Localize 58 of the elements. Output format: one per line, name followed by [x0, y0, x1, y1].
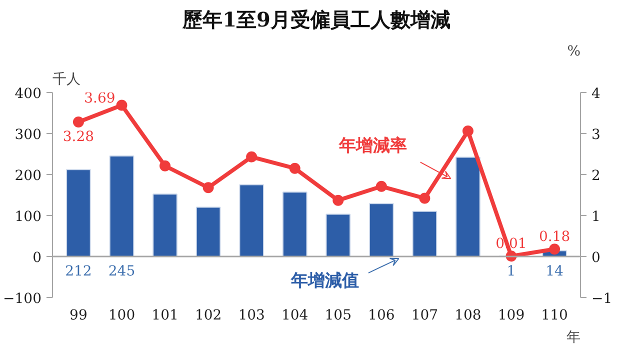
- point: [549, 244, 560, 255]
- y-tick-label: 200: [14, 168, 42, 184]
- y2-tick-label: 2: [592, 168, 600, 184]
- point: [246, 151, 258, 162]
- text: 年增減率: [338, 136, 407, 156]
- y-axis-title: 千人: [52, 72, 80, 88]
- bar: [152, 194, 178, 257]
- data-label: 1: [506, 264, 516, 280]
- point: [72, 116, 84, 128]
- y2-tick-label: 0: [592, 250, 600, 266]
- point: [116, 100, 128, 111]
- x-tick-label: 99: [70, 308, 88, 324]
- data-label: 3.28: [62, 129, 94, 146]
- x-tick-label: 103: [238, 308, 265, 324]
- y2-tick-label: −1: [592, 291, 612, 307]
- x-axis-title: 年: [566, 330, 580, 346]
- bar: [282, 192, 308, 257]
- data-label: 0.18: [538, 228, 570, 245]
- point: [419, 192, 430, 204]
- bar: [239, 184, 264, 257]
- chart-title: 歷年1至9月受僱員工人數增減: [182, 8, 450, 32]
- point: [289, 162, 300, 174]
- y2-tick-label: 1: [592, 209, 600, 225]
- data-label: 3.69: [84, 90, 116, 107]
- y-tick-label: 100: [14, 209, 42, 225]
- y-tick-label: 0: [32, 250, 42, 266]
- y-tick-label: 400: [14, 86, 42, 102]
- point: [160, 160, 171, 172]
- point: [332, 194, 344, 206]
- data-label: 14: [546, 264, 564, 280]
- point: [202, 182, 214, 194]
- x-tick-label: 108: [454, 308, 482, 324]
- series-label: 年增減值: [290, 270, 360, 291]
- x-tick-label: 106: [368, 308, 395, 324]
- bar: [326, 214, 351, 257]
- bar: [369, 203, 394, 257]
- y2-tick-label: 3: [592, 127, 600, 143]
- x-tick-label: 110: [541, 308, 568, 324]
- bar: [66, 169, 91, 257]
- y-tick-label: 300: [14, 127, 42, 143]
- y2-tick-label: 4: [592, 86, 600, 102]
- y-tick-label: −100: [3, 291, 42, 307]
- y2-axis-title: %: [567, 44, 581, 60]
- x-tick-label: 104: [282, 308, 308, 324]
- point: [462, 126, 474, 137]
- x-tick-label: 102: [194, 308, 222, 324]
- bar: [109, 156, 134, 257]
- x-tick-label: 109: [498, 308, 525, 324]
- bar: [412, 210, 438, 257]
- point: [376, 180, 387, 192]
- x-tick-label: 100: [108, 308, 136, 324]
- data-label: 245: [108, 264, 136, 280]
- x-tick-label: 107: [411, 308, 438, 324]
- x-tick-label: 101: [152, 308, 178, 324]
- bar: [196, 206, 221, 257]
- bar: [456, 156, 480, 257]
- x-tick-label: 105: [324, 308, 352, 324]
- data-label: 212: [65, 264, 92, 280]
